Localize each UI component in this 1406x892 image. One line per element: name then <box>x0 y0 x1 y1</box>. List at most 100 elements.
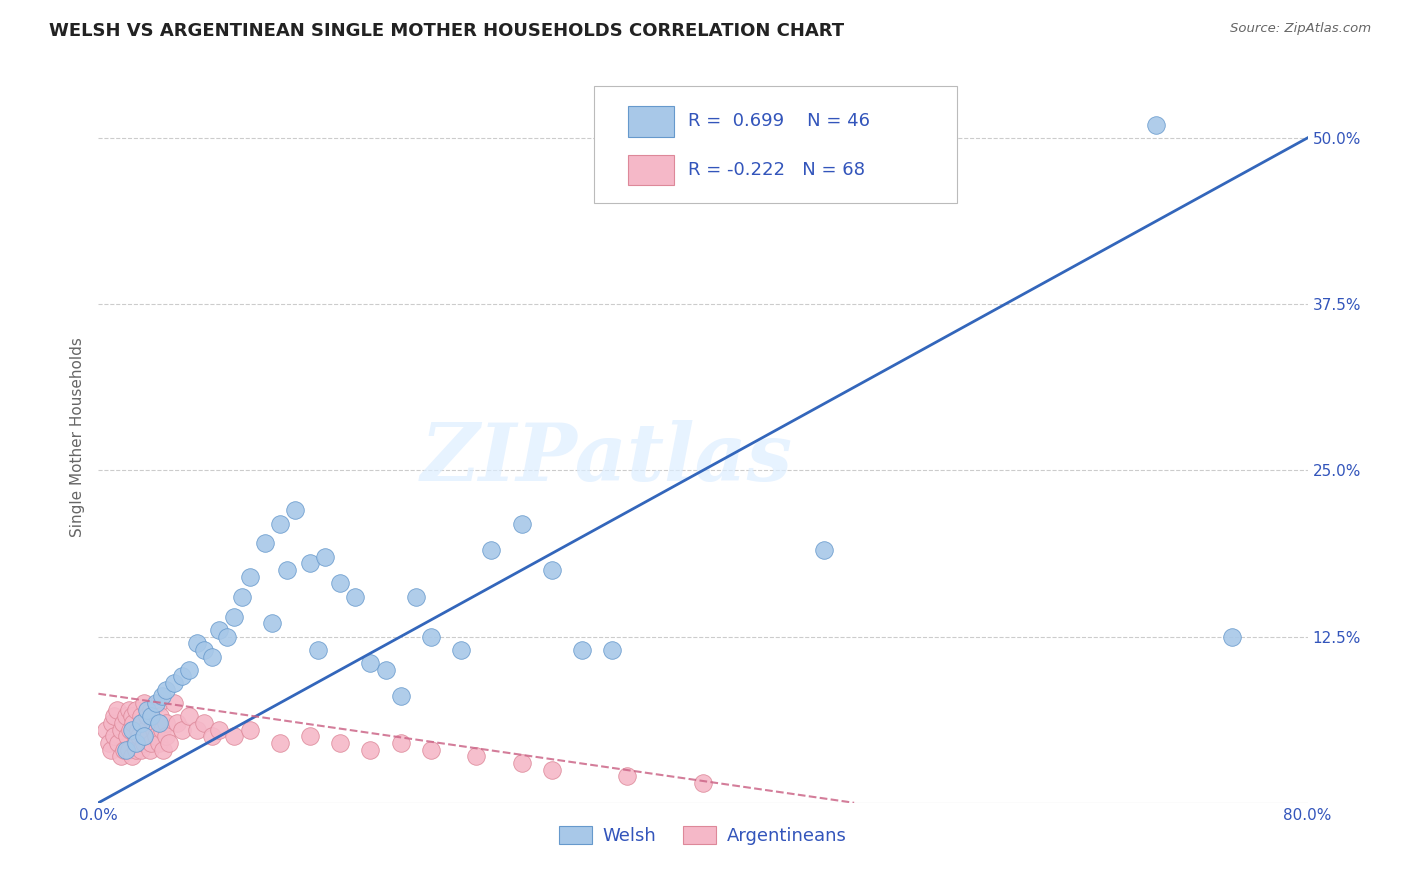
Point <box>389 690 412 704</box>
Point <box>125 736 148 750</box>
Point <box>115 729 138 743</box>
Point <box>110 749 132 764</box>
Point <box>122 716 145 731</box>
Text: R = -0.222   N = 68: R = -0.222 N = 68 <box>689 161 866 179</box>
Point <box>1220 630 1243 644</box>
Point <box>224 609 246 624</box>
Point <box>193 643 215 657</box>
Point <box>149 709 172 723</box>
Text: WELSH VS ARGENTINEAN SINGLE MOTHER HOUSEHOLDS CORRELATION CHART: WELSH VS ARGENTINEAN SINGLE MOTHER HOUSE… <box>49 22 845 40</box>
Legend: Welsh, Argentineans: Welsh, Argentineans <box>553 819 853 852</box>
Y-axis label: Single Mother Households: Single Mother Households <box>70 337 86 537</box>
Point <box>155 716 177 731</box>
Point <box>141 709 163 723</box>
Point <box>1144 118 1167 132</box>
Point <box>155 682 177 697</box>
Point <box>141 703 163 717</box>
Point <box>141 736 163 750</box>
Point <box>152 742 174 756</box>
Point <box>110 723 132 737</box>
Point <box>150 723 173 737</box>
Point <box>136 729 159 743</box>
Point <box>344 590 367 604</box>
Point <box>129 716 152 731</box>
Point <box>481 543 503 558</box>
Point <box>150 690 173 704</box>
FancyBboxPatch shape <box>595 86 957 203</box>
Point <box>224 729 246 743</box>
Point <box>510 516 533 531</box>
Point <box>360 742 382 756</box>
Point <box>103 709 125 723</box>
Point <box>112 742 135 756</box>
Point <box>166 716 188 731</box>
Point <box>170 669 193 683</box>
Point <box>540 563 562 577</box>
Point <box>132 736 155 750</box>
Point <box>179 709 201 723</box>
Point <box>145 696 167 710</box>
Point <box>129 742 152 756</box>
Point <box>105 703 128 717</box>
Point <box>208 623 231 637</box>
Point <box>540 763 562 777</box>
Point <box>100 742 122 756</box>
Point <box>111 716 134 731</box>
Point <box>239 723 262 737</box>
Point <box>253 536 276 550</box>
Point <box>135 709 157 723</box>
Bar <box>628 106 673 136</box>
Point <box>389 736 412 750</box>
Point <box>139 742 162 756</box>
Point <box>148 716 170 731</box>
Point <box>329 736 352 750</box>
Point <box>420 742 443 756</box>
Point <box>121 723 143 737</box>
Point <box>299 729 322 743</box>
Point <box>299 557 322 571</box>
Point <box>179 663 201 677</box>
Point <box>118 703 141 717</box>
Point <box>135 703 157 717</box>
Point <box>132 696 155 710</box>
Point <box>405 590 427 604</box>
Point <box>103 729 125 743</box>
Point <box>374 663 396 677</box>
Point <box>118 742 141 756</box>
Point <box>114 709 136 723</box>
Point <box>201 729 224 743</box>
Point <box>360 656 382 670</box>
Point <box>314 549 336 564</box>
Point <box>692 776 714 790</box>
Point <box>465 749 488 764</box>
Point <box>193 716 215 731</box>
Point <box>208 723 231 737</box>
Text: Source: ZipAtlas.com: Source: ZipAtlas.com <box>1230 22 1371 36</box>
Point <box>129 709 152 723</box>
Point <box>145 729 167 743</box>
Point <box>420 630 443 644</box>
Point <box>163 696 186 710</box>
Point <box>128 729 150 743</box>
Point <box>127 723 149 737</box>
Point <box>269 736 291 750</box>
Point <box>284 503 307 517</box>
Point <box>201 649 224 664</box>
Point <box>148 696 170 710</box>
Point <box>142 716 165 731</box>
Point <box>159 736 181 750</box>
Point <box>307 643 329 657</box>
Point <box>107 736 129 750</box>
Point <box>813 543 835 558</box>
Point <box>170 723 193 737</box>
Point <box>120 723 142 737</box>
Point <box>215 630 238 644</box>
Point <box>148 736 170 750</box>
Text: ZIPatlas: ZIPatlas <box>420 420 793 498</box>
Point <box>125 703 148 717</box>
Point <box>101 716 124 731</box>
Point <box>329 576 352 591</box>
Point <box>450 643 472 657</box>
Point <box>186 723 208 737</box>
Point <box>163 676 186 690</box>
